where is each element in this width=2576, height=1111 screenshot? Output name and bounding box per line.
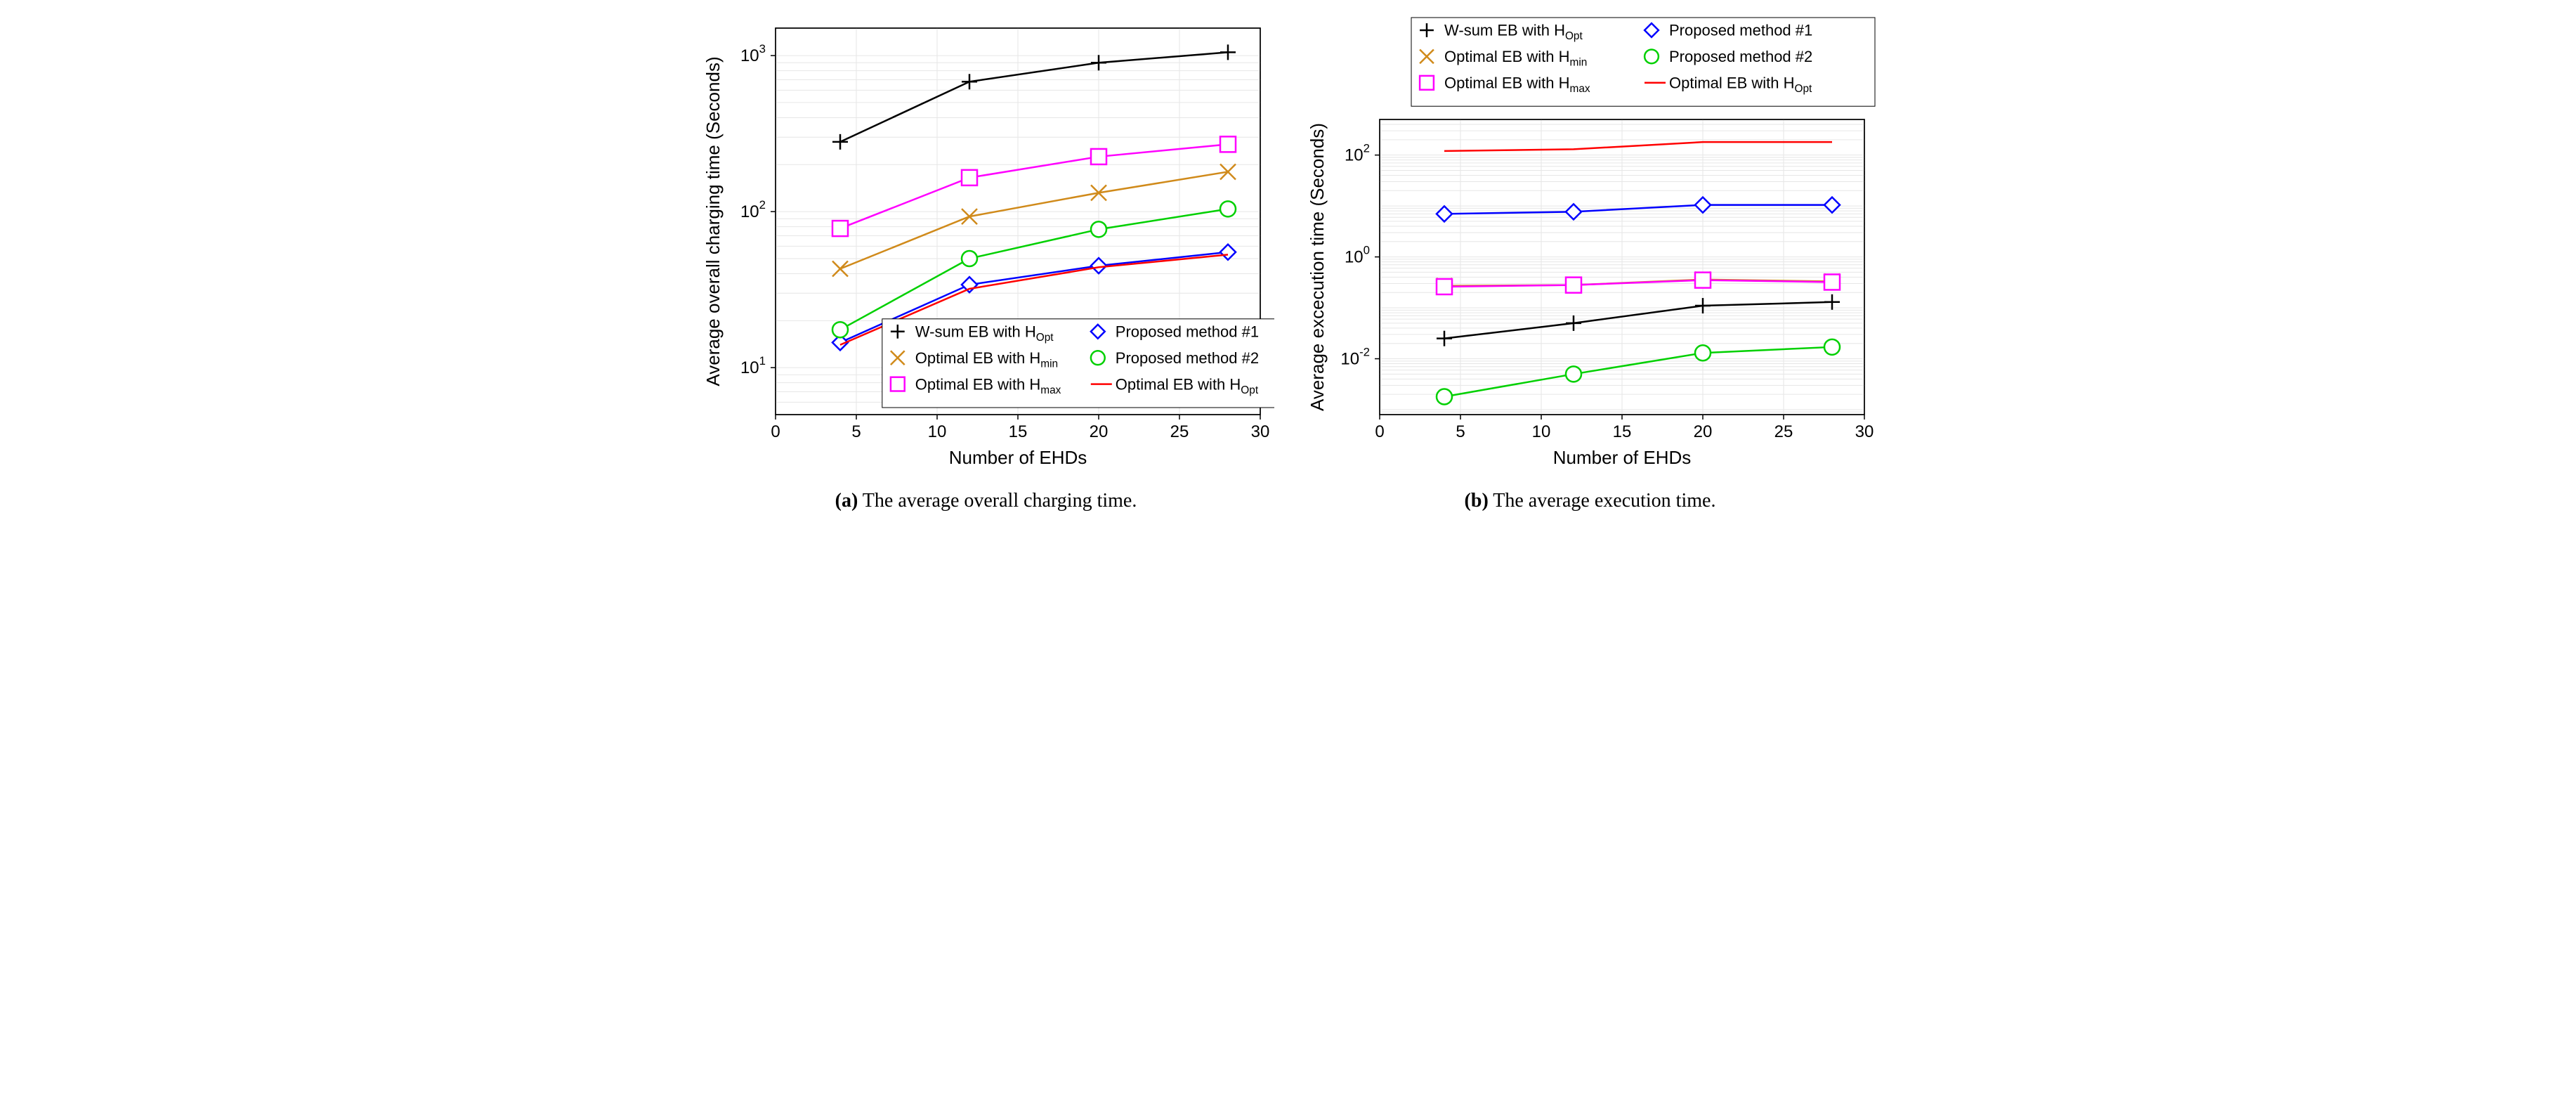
panel-a: 0 5 10 15 20 25 30 101 102 103 Number of EHDs Avera… (698, 14, 1274, 512)
panel-b: 0 5 10 15 20 25 30 10-2 100 102 Number of EHDs Aver… (1302, 14, 1878, 512)
svg-text:0: 0 (1375, 422, 1384, 441)
svg-text:102: 102 (1344, 142, 1369, 165)
svg-text:100: 100 (1344, 244, 1369, 267)
svg-text:15: 15 (1612, 422, 1631, 441)
caption-b: (b) The average execution time. (1465, 490, 1716, 512)
caption-b-label: (b) (1465, 490, 1489, 512)
svg-text:10-2: 10-2 (1340, 346, 1370, 369)
svg-text:Number of EHDs: Number of EHDs (948, 447, 1087, 468)
svg-text:5: 5 (851, 422, 861, 441)
svg-text:Proposed method #2: Proposed method #2 (1115, 349, 1258, 367)
svg-text:103: 103 (740, 42, 765, 65)
svg-text:0: 0 (771, 422, 780, 441)
svg-text:20: 20 (1693, 422, 1712, 441)
svg-text:Average overall charging time: Average overall charging time (Seconds) (702, 56, 724, 386)
svg-text:30: 30 (1855, 422, 1874, 441)
svg-text:Number of EHDs: Number of EHDs (1552, 447, 1691, 468)
svg-text:5: 5 (1456, 422, 1465, 441)
svg-text:20: 20 (1089, 422, 1108, 441)
svg-text:10: 10 (927, 422, 946, 441)
svg-text:15: 15 (1008, 422, 1027, 441)
svg-text:Average excecution time (Secon: Average excecution time (Seconds) (1307, 123, 1328, 411)
caption-b-text: The average execution time. (1489, 490, 1716, 512)
svg-text:25: 25 (1774, 422, 1793, 441)
svg-text:Proposed method #1: Proposed method #1 (1115, 323, 1258, 341)
chart-b-svg: 0 5 10 15 20 25 30 10-2 100 102 Number of EHDs Aver… (1302, 14, 1878, 478)
svg-text:10: 10 (1531, 422, 1550, 441)
figure-row: 0 5 10 15 20 25 30 101 102 103 Number of EHDs Avera… (14, 14, 2562, 512)
chart-a-svg: 0 5 10 15 20 25 30 101 102 103 Number of EHDs Avera… (698, 14, 1274, 478)
caption-a: (a) The average overall charging time. (835, 490, 1137, 512)
svg-text:25: 25 (1170, 422, 1189, 441)
chart-a-wrap: 0 5 10 15 20 25 30 101 102 103 Number of EHDs Avera… (698, 14, 1274, 481)
svg-text:102: 102 (740, 198, 765, 221)
svg-text:30: 30 (1250, 422, 1269, 441)
svg-text:101: 101 (740, 354, 765, 377)
caption-a-text: The average overall charging time. (858, 490, 1137, 512)
chart-b-wrap: 0 5 10 15 20 25 30 10-2 100 102 Number of EHDs Aver… (1302, 14, 1878, 481)
svg-text:Proposed method #2: Proposed method #2 (1669, 48, 1812, 65)
caption-a-label: (a) (835, 490, 858, 512)
svg-text:Proposed method #1: Proposed method #1 (1669, 22, 1812, 39)
